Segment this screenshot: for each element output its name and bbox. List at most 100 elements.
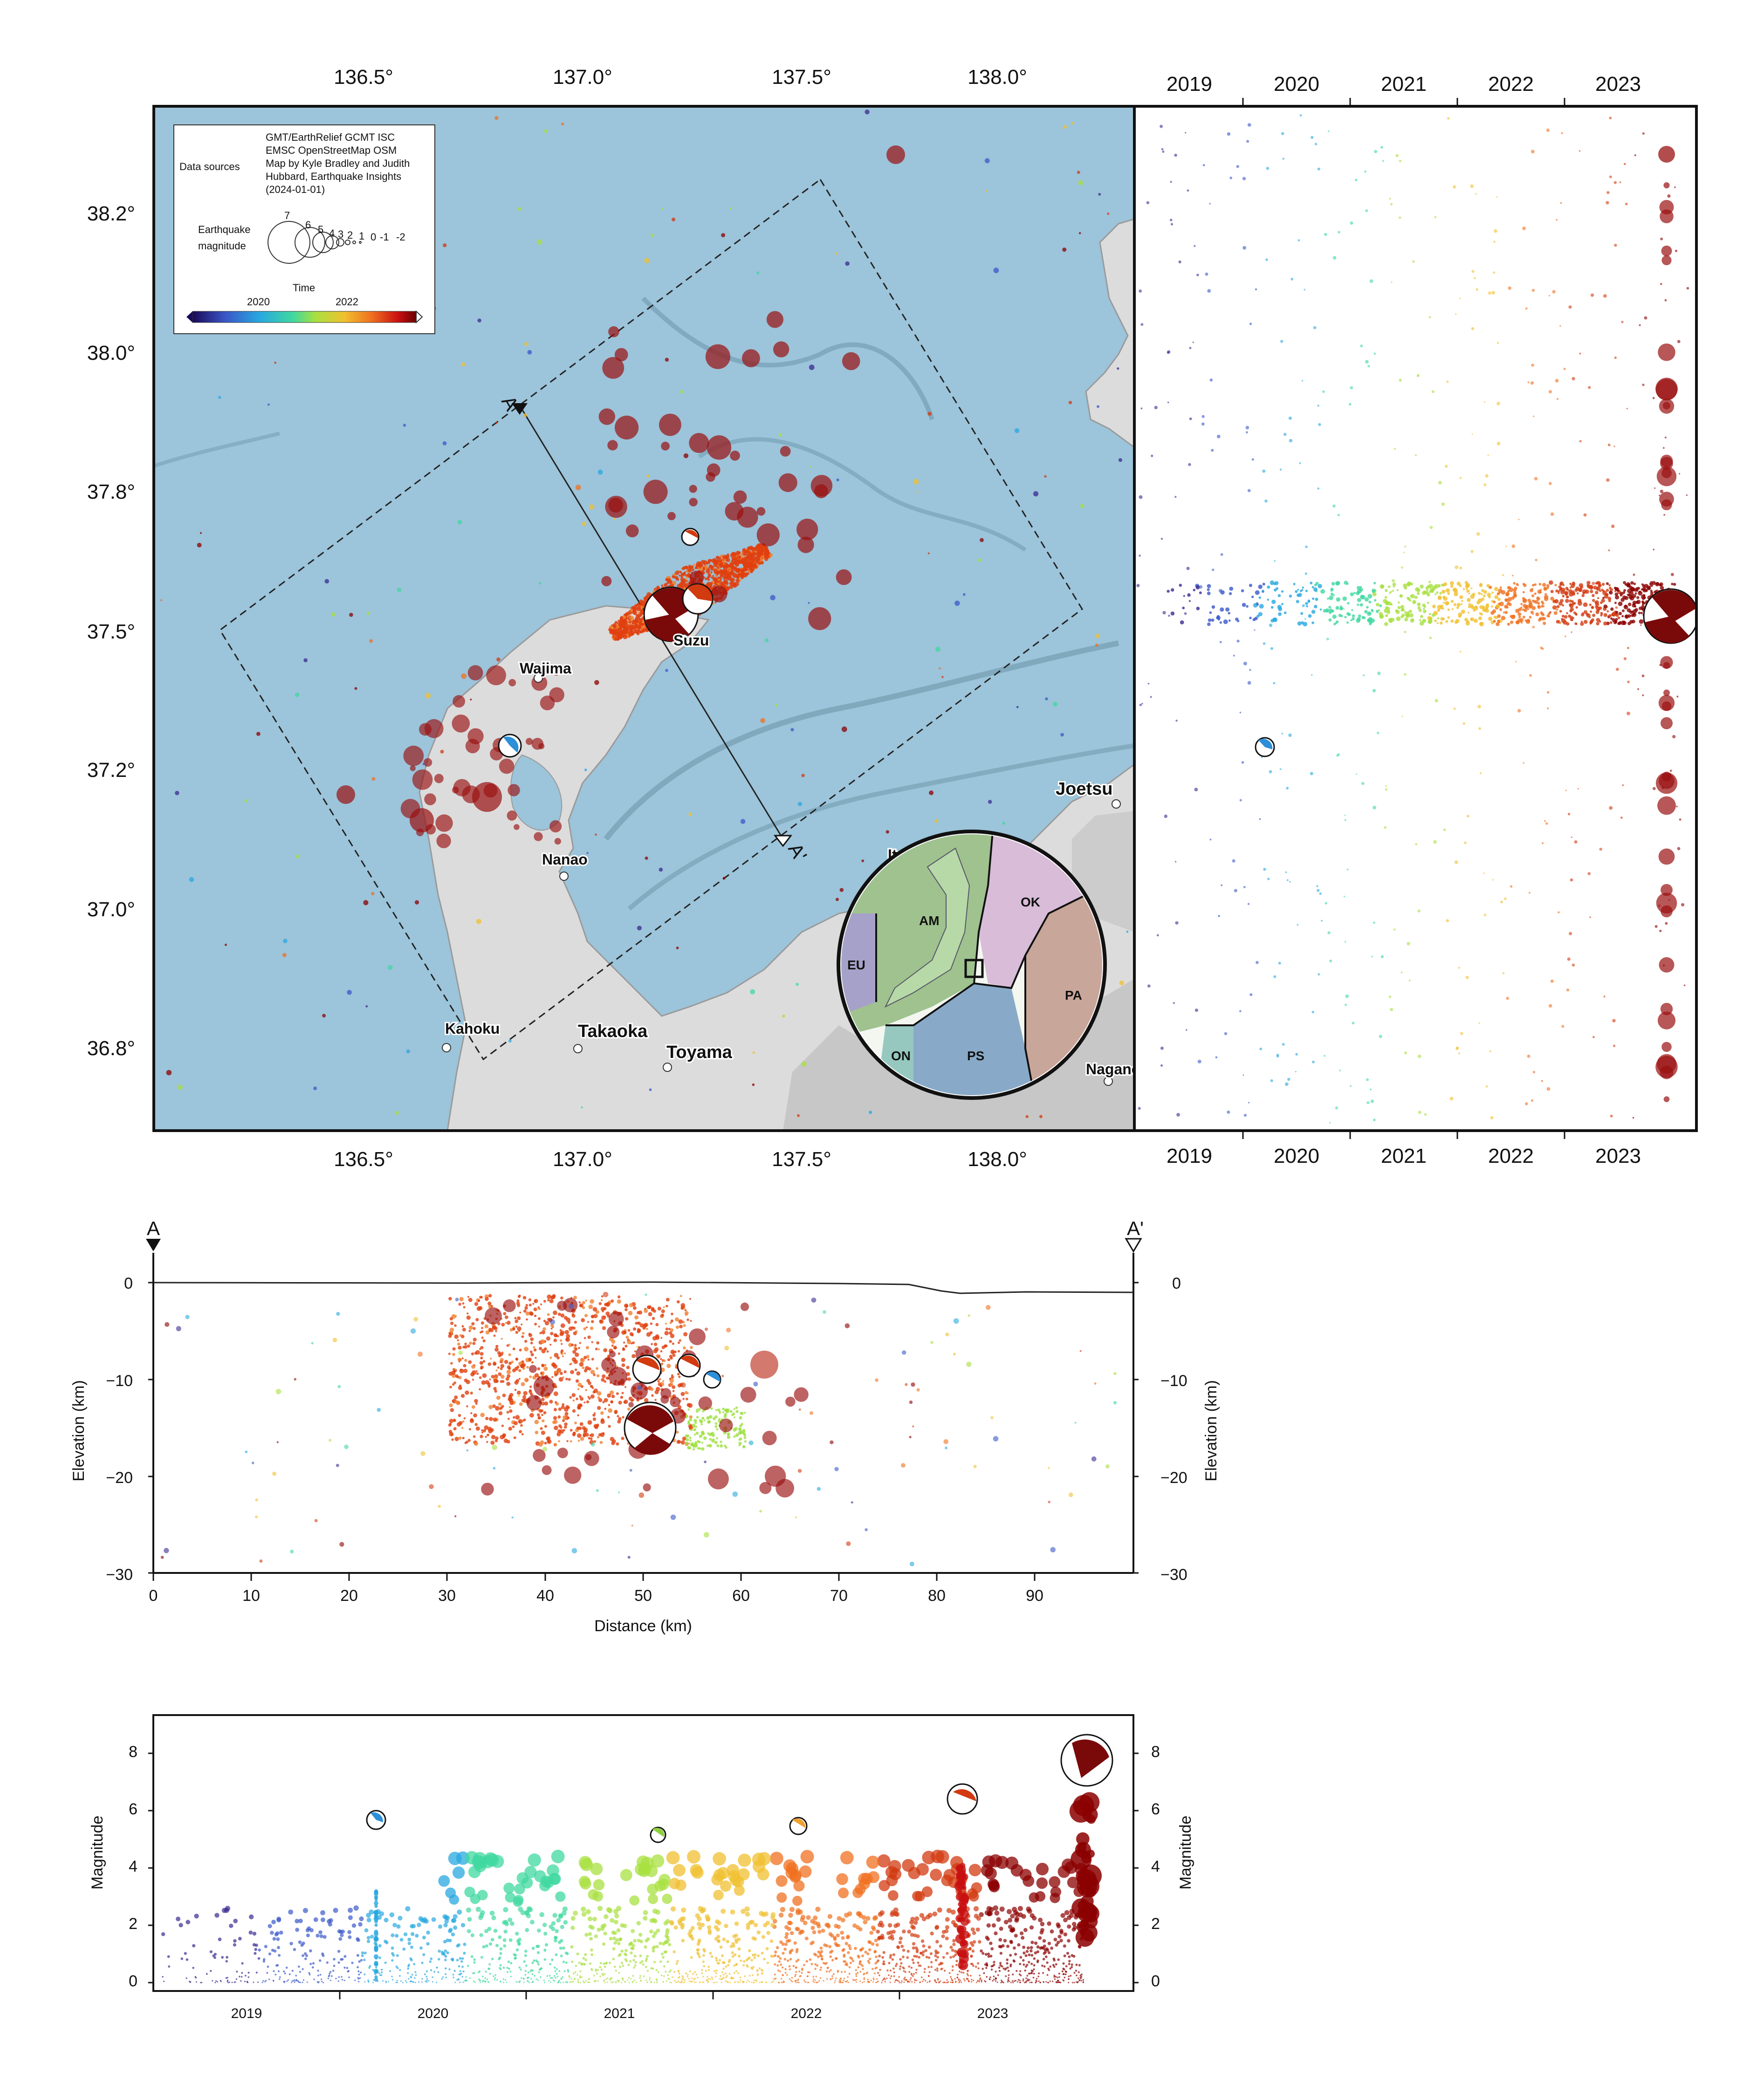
section-event (453, 1381, 456, 1384)
timeline-event (1470, 587, 1473, 590)
timeline-event (1182, 606, 1185, 610)
timeline-event (1251, 596, 1254, 598)
timeline-event (1202, 164, 1205, 166)
section-event (729, 1410, 733, 1413)
timeline-event (1400, 971, 1403, 974)
timeline-event (1481, 589, 1484, 592)
section-event (579, 1422, 583, 1426)
aftershock (639, 625, 641, 628)
timeline-event (1369, 1088, 1372, 1091)
section-event (823, 1310, 826, 1314)
map-legend: Data sources GMT/EarthRelief GCMT ISC EM… (173, 124, 435, 334)
section-event (472, 1342, 476, 1346)
timeline-event (1254, 629, 1256, 631)
timeline-event (1364, 170, 1367, 173)
magnitude-event (562, 1946, 565, 1950)
event-dot (470, 699, 472, 700)
timeline-event (1393, 585, 1395, 588)
section-event (506, 1369, 511, 1374)
section-event (509, 1406, 511, 1408)
timeline-event (1527, 608, 1529, 611)
section-event (255, 1515, 258, 1518)
timeline-event (1461, 600, 1463, 602)
section-event (500, 1358, 504, 1362)
timeline-event (1218, 589, 1222, 593)
section-event (576, 1371, 581, 1376)
timeline-event (1531, 288, 1535, 292)
timeline-event (1623, 163, 1626, 165)
section-event (515, 1319, 519, 1324)
section-event (658, 1382, 661, 1386)
section-event (529, 1413, 534, 1418)
section-event (564, 1412, 569, 1416)
timeline-event (1435, 593, 1437, 596)
timeline-event (1657, 796, 1676, 815)
aftershock (682, 572, 686, 576)
section-event (590, 1442, 595, 1447)
timeline-event (1358, 614, 1361, 618)
section-event (616, 1392, 619, 1395)
section-event (689, 1418, 693, 1421)
timeline-event (1317, 889, 1320, 892)
magnitude-event (866, 1952, 870, 1956)
timeline-event (1597, 597, 1599, 599)
event-dot (457, 520, 462, 525)
section-event (336, 1463, 339, 1467)
aftershock (690, 565, 694, 569)
timeline-event (1614, 244, 1617, 247)
event-dot (1044, 475, 1047, 478)
timeline-event (1544, 597, 1549, 601)
section-event (590, 1385, 594, 1388)
timeline-event (1408, 610, 1412, 613)
section-event (452, 1383, 455, 1386)
timeline-event (1654, 925, 1658, 928)
section-event (677, 1341, 680, 1344)
timeline-event (1570, 878, 1573, 882)
section-event (617, 1415, 619, 1418)
section-event (418, 1352, 423, 1357)
timeline-event (1372, 592, 1377, 597)
section-event (909, 1435, 912, 1439)
timeline-event (1479, 584, 1483, 587)
timeline-event (1438, 595, 1441, 599)
timeline-event (1434, 584, 1439, 589)
timeline-event (1497, 597, 1501, 601)
timeline-event (1367, 594, 1373, 599)
timeline-event (1616, 667, 1619, 671)
section-event (164, 1548, 169, 1553)
section-event (475, 1402, 478, 1405)
timeline-event (1470, 617, 1474, 621)
section-event (449, 1386, 452, 1389)
timeline-event (1661, 255, 1672, 266)
timeline-event (1531, 1099, 1534, 1102)
section-event (707, 1420, 711, 1424)
section-event (458, 1376, 462, 1380)
section-event (483, 1429, 486, 1433)
timeline-event (1477, 705, 1482, 708)
aftershock (626, 628, 628, 631)
timeline-event (1539, 591, 1542, 594)
section-event (594, 1412, 596, 1414)
section-event (655, 1336, 660, 1340)
timeline-event (1274, 560, 1276, 562)
timeline-event (1229, 586, 1234, 591)
section-event (582, 1426, 586, 1430)
section-event (570, 1428, 573, 1432)
section-event (498, 1402, 502, 1406)
timeline-event (1507, 623, 1510, 626)
timeline-event (1253, 603, 1258, 608)
timeline-event (1515, 609, 1520, 613)
timeline-event (1384, 826, 1386, 829)
magnitude-event (881, 1982, 883, 1984)
aftershock (617, 638, 619, 641)
aftershock (666, 579, 668, 582)
magnitude-event (783, 1958, 787, 1961)
section-event (714, 1422, 718, 1425)
magnitude-scale-circles (268, 221, 362, 264)
magnitude-event (998, 1938, 1002, 1942)
event-dot (865, 110, 870, 115)
section-y-ticks-right: 0 −10 −20 −30 (1160, 1275, 1187, 1584)
magnitude-event (1025, 1950, 1029, 1953)
timeline-event (1363, 674, 1365, 677)
timeline-event (1207, 588, 1210, 591)
